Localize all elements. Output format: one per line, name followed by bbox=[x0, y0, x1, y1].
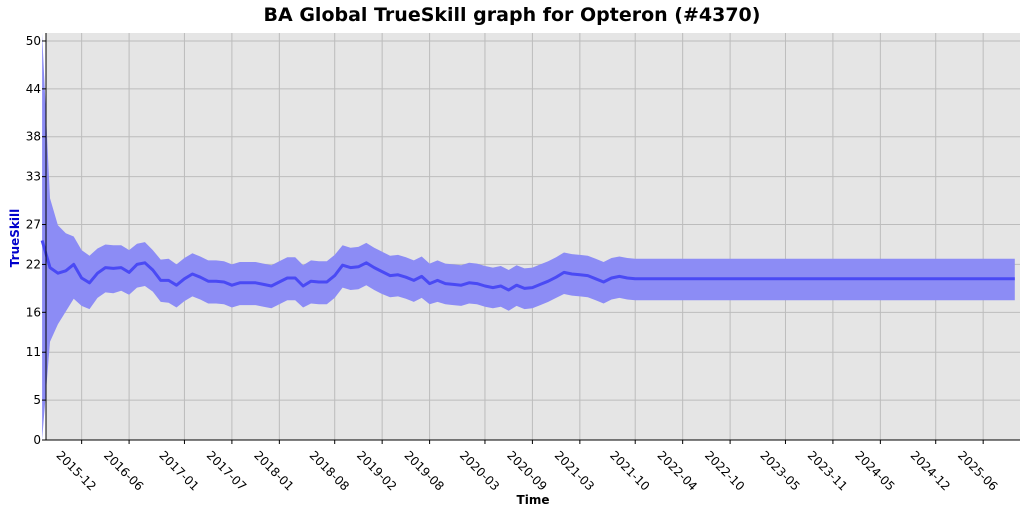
y-tick-label: 0 bbox=[33, 433, 41, 447]
x-tick-label: 2024-12 bbox=[908, 448, 953, 493]
y-tick-label: 27 bbox=[26, 218, 41, 232]
y-tick-label: 38 bbox=[26, 130, 41, 144]
x-tick-label: 2021-03 bbox=[552, 448, 597, 493]
x-axis-label: Time bbox=[517, 493, 550, 507]
y-tick-label: 44 bbox=[26, 82, 41, 96]
x-tick-label: 2021-10 bbox=[607, 448, 652, 493]
y-tick-label: 11 bbox=[26, 345, 41, 359]
x-tick-label: 2020-09 bbox=[504, 448, 549, 493]
y-axis-ticks: 0 5 11 16 22 27 33 38 44 50 bbox=[26, 34, 46, 447]
x-tick-label: 2015-12 bbox=[54, 448, 99, 493]
trueskill-mean-line bbox=[40, 240, 1015, 292]
x-tick-label: 2024-05 bbox=[852, 448, 897, 493]
y-axis-label: TrueSkill bbox=[8, 209, 22, 267]
chart-title: BA Global TrueSkill graph for Opteron (#… bbox=[263, 4, 761, 26]
y-tick-label: 33 bbox=[26, 170, 41, 184]
x-tick-label: 2017-07 bbox=[204, 448, 249, 493]
x-tick-label: 2023-05 bbox=[757, 448, 802, 493]
x-tick-label: 2022-04 bbox=[655, 448, 700, 493]
x-tick-label: 2018-01 bbox=[251, 448, 296, 493]
x-tick-label: 2025-06 bbox=[955, 448, 1000, 493]
y-tick-label: 16 bbox=[26, 305, 41, 319]
y-tick-label: 22 bbox=[26, 257, 41, 271]
x-tick-label: 2019-08 bbox=[401, 448, 446, 493]
x-tick-label: 2016-06 bbox=[101, 448, 146, 493]
x-tick-label: 2020-03 bbox=[457, 448, 502, 493]
x-tick-label: 2023-11 bbox=[805, 448, 850, 493]
plot-background bbox=[46, 33, 1020, 440]
x-tick-label: 2018-08 bbox=[307, 448, 352, 493]
x-tick-label: 2022-10 bbox=[702, 448, 747, 493]
grid bbox=[46, 33, 1020, 441]
axes bbox=[45, 33, 1020, 441]
x-tick-label: 2017-01 bbox=[156, 448, 201, 493]
x-tick-label: 2019-02 bbox=[354, 448, 399, 493]
y-tick-label: 50 bbox=[26, 34, 41, 48]
y-tick-label: 5 bbox=[33, 393, 41, 407]
x-axis-ticks: 2015-12 2016-06 2017-01 2017-07 2018-01 2018-… bbox=[54, 440, 1000, 494]
